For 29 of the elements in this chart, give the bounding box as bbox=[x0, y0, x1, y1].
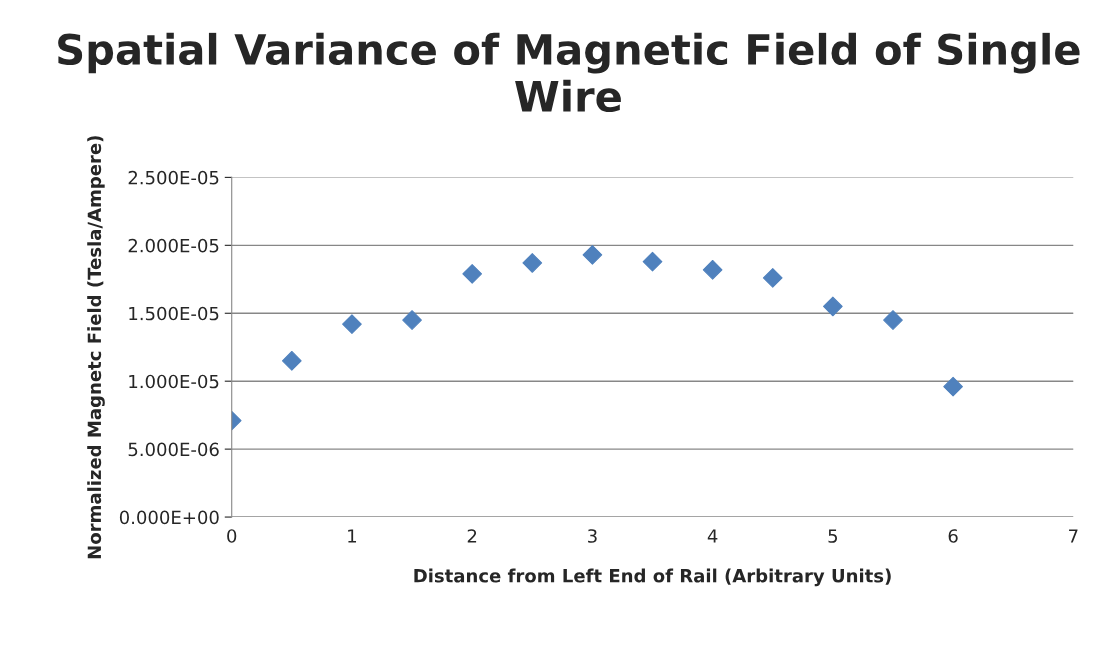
chart-title: Spatial Variance of Magnetic Field of Single Wire bbox=[58, 32, 1080, 113]
point bbox=[823, 296, 843, 317]
x-axis-title: Distance from Left End of Rail (Arbitrary Units) bbox=[414, 568, 891, 587]
point bbox=[342, 314, 362, 334]
y-tick-label: 1.000E-05 bbox=[129, 374, 219, 389]
point bbox=[582, 244, 603, 265]
x-tick-label: 2 bbox=[467, 529, 477, 543]
point bbox=[462, 264, 483, 284]
point bbox=[642, 251, 663, 272]
y-tick-label: 0.000E+00 bbox=[119, 510, 219, 525]
x-tick-label: 3 bbox=[588, 529, 597, 543]
x-tick-label: 1 bbox=[348, 529, 357, 543]
point bbox=[281, 350, 302, 371]
point bbox=[522, 253, 543, 273]
point bbox=[943, 376, 963, 397]
y-tick-label: 5.000E-06 bbox=[128, 442, 219, 457]
y-tick-label: 1.500E-05 bbox=[129, 306, 219, 321]
point bbox=[762, 268, 783, 288]
y-tick-label: 2.000E-05 bbox=[128, 238, 219, 253]
x-tick-label: 6 bbox=[948, 529, 958, 543]
point bbox=[402, 310, 422, 330]
point bbox=[883, 310, 903, 330]
point bbox=[702, 259, 723, 280]
x-tick-label: 0 bbox=[227, 529, 237, 543]
y-tick-label: 2.500E-05 bbox=[128, 170, 219, 185]
x-tick-label: 5 bbox=[828, 529, 838, 543]
x-tick-label: 7 bbox=[1069, 529, 1078, 543]
y-axis-title: Normalized Magnetc Field (Tesla/Ampere) bbox=[87, 136, 105, 559]
x-tick-label: 4 bbox=[707, 529, 718, 543]
